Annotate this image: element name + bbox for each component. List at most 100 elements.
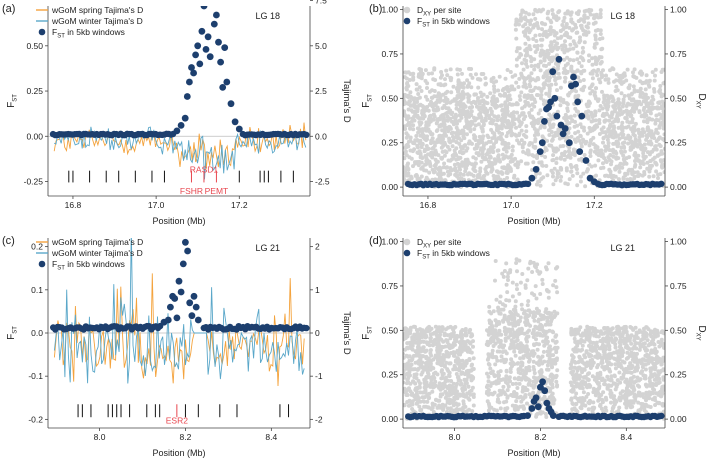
dxy-point — [657, 135, 662, 140]
dxy-point — [586, 109, 591, 114]
dxy-point — [496, 88, 501, 93]
dxy-point — [498, 300, 502, 305]
dxy-point — [519, 138, 524, 143]
dxy-point — [496, 397, 500, 402]
dxy-point — [418, 390, 423, 395]
fst-point — [192, 303, 200, 311]
dxy-point — [544, 64, 548, 68]
x-tick-label: 17.0 — [503, 200, 520, 210]
dxy-point — [592, 16, 596, 21]
dxy-point — [418, 133, 423, 138]
dxy-point — [579, 23, 583, 28]
dxy-point — [480, 155, 485, 160]
dxy-point — [500, 141, 505, 146]
dxy-point — [530, 102, 535, 107]
dxy-point — [441, 353, 446, 357]
dxy-point — [660, 165, 665, 170]
dxy-point — [590, 62, 595, 67]
dxy-point — [453, 98, 458, 103]
dxy-point — [411, 164, 415, 169]
x-axis-label: Position (Mb) — [152, 216, 205, 226]
fst-point — [200, 6, 208, 10]
dxy-point — [616, 100, 621, 105]
dxy-point — [442, 153, 447, 158]
dxy-point — [486, 388, 491, 392]
dxy-point — [479, 105, 484, 110]
dxy-point — [544, 34, 549, 39]
dxy-point — [454, 382, 459, 387]
legend-label: wGoM winter Tajima's D — [51, 248, 143, 258]
dxy-point — [484, 170, 489, 175]
dxy-point — [625, 119, 630, 124]
dxy-point — [428, 367, 433, 372]
dxy-point — [588, 141, 593, 146]
dxy-point — [587, 101, 592, 106]
dxy-point — [650, 117, 655, 122]
dxy-point — [505, 175, 510, 180]
dxy-point — [559, 174, 564, 179]
dxy-point — [661, 103, 665, 108]
dxy-point — [599, 154, 604, 158]
dxy-point — [421, 133, 426, 138]
dxy-point — [491, 75, 496, 80]
dxy-point — [546, 322, 551, 327]
dxy-point — [563, 39, 567, 44]
dxy-point — [573, 22, 578, 27]
dxy-point — [427, 343, 432, 348]
dxy-point — [615, 88, 620, 93]
dxy-point — [562, 157, 567, 162]
dxy-point — [529, 71, 534, 76]
dxy-point — [621, 125, 626, 130]
fst-point — [532, 166, 540, 173]
dxy-point — [523, 283, 528, 288]
y-tick-label: 0.00 — [381, 182, 398, 192]
dxy-point — [582, 19, 587, 24]
dxy-point — [626, 364, 631, 369]
dxy-point — [556, 131, 561, 136]
dxy-point — [403, 170, 408, 175]
dxy-point — [408, 135, 413, 140]
dxy-point — [512, 349, 517, 354]
dxy-point — [622, 149, 627, 154]
dxy-point — [536, 119, 541, 124]
legend-label: DXY per site — [417, 5, 462, 18]
dxy-point — [603, 130, 608, 135]
dxy-point — [537, 327, 542, 332]
dxy-point — [568, 380, 573, 385]
dxy-point — [562, 57, 567, 62]
dxy-point — [642, 119, 646, 124]
dxy-point — [426, 372, 431, 377]
fst-point — [202, 46, 210, 53]
dxy-point — [553, 82, 558, 87]
dxy-point — [543, 22, 548, 27]
dxy-point — [603, 395, 608, 400]
dxy-point — [510, 148, 515, 153]
fst-point — [221, 44, 229, 51]
fst-point — [303, 324, 310, 332]
y2-tick-label: 0.25 — [670, 138, 687, 148]
dxy-point — [403, 100, 406, 105]
dxy-point — [518, 97, 523, 102]
dxy-point — [623, 136, 628, 141]
dxy-point — [607, 343, 612, 348]
dxy-point — [491, 173, 496, 178]
dxy-point — [419, 89, 424, 93]
dxy-point — [596, 381, 601, 386]
dxy-point — [606, 141, 611, 145]
fst-point — [578, 112, 586, 120]
dxy-point — [505, 274, 510, 279]
dxy-point — [462, 81, 466, 86]
y2-tick-label: 0.00 — [670, 182, 687, 192]
dxy-point — [552, 33, 557, 38]
dxy-point — [562, 15, 567, 20]
dxy-point — [563, 63, 568, 68]
dxy-point — [648, 405, 653, 409]
dxy-point — [638, 94, 643, 99]
fst-point — [553, 112, 561, 120]
dxy-point — [543, 146, 548, 151]
dxy-point — [440, 149, 445, 154]
y2-axis-label: DXY — [695, 93, 708, 108]
dxy-point — [537, 33, 542, 37]
dxy-point — [440, 344, 445, 349]
